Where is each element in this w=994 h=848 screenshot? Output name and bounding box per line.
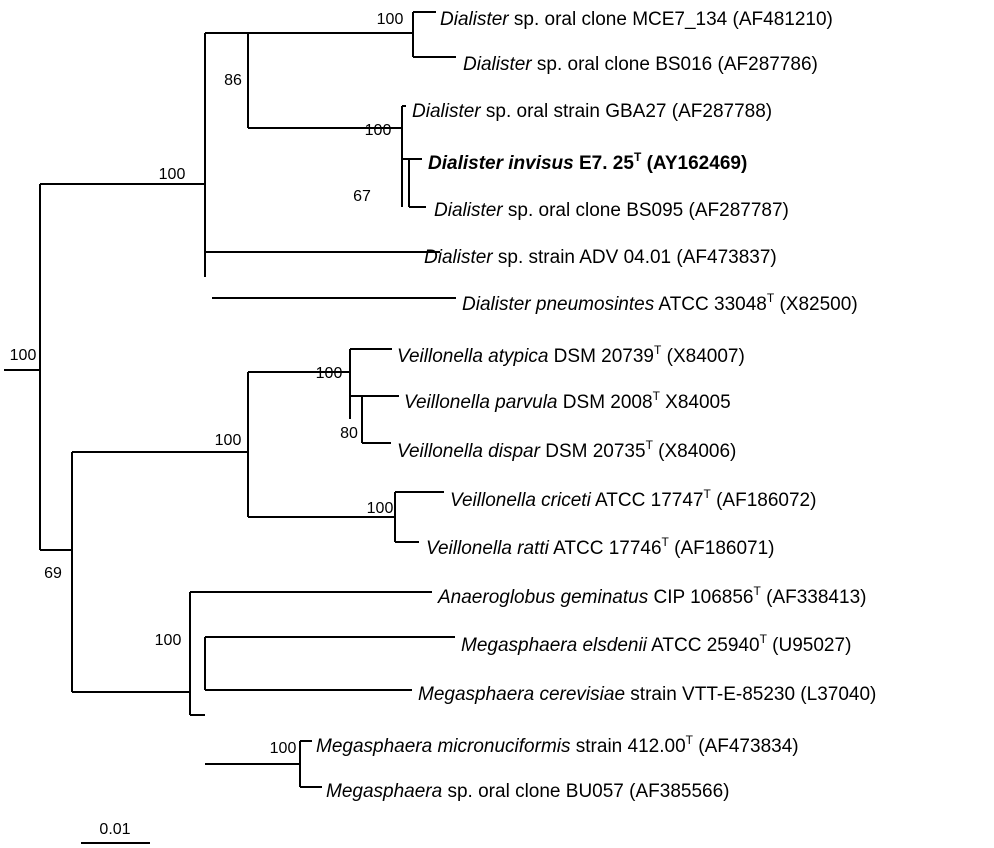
taxon-label-t4: Dialister invisus E7. 25T (AY162469) [428, 150, 747, 174]
type-strain-superscript: T [634, 150, 642, 164]
taxon-accession: (X82500) [774, 294, 857, 315]
scale-bar: 0.01 [81, 821, 150, 844]
taxon-label-t10: Veillonella dispar DSM 20735T (X84006) [397, 438, 736, 462]
taxon-accession: (AY162469) [641, 153, 747, 174]
taxon-accession: X84005 [660, 392, 731, 413]
taxon-strain: ATCC 17747 [591, 490, 704, 511]
taxon-genus: Dialister [412, 101, 481, 122]
taxon-accession: (AF186071) [669, 538, 775, 559]
taxon-genus: Megasphaera cerevisiae [418, 684, 625, 705]
taxon-strain: ATCC 25940 [647, 635, 760, 656]
bootstrap-value: 67 [353, 188, 371, 205]
taxon-genus: Megasphaera [326, 781, 442, 802]
taxon-genus: Dialister [434, 200, 503, 221]
bootstrap-value: 100 [215, 432, 242, 449]
taxon-genus: Dialister [440, 9, 509, 30]
taxon-strain: sp. oral clone MCE7_134 (AF481210) [509, 9, 833, 30]
type-strain-superscript: T [703, 487, 711, 501]
taxon-genus: Anaeroglobus geminatus [437, 587, 649, 608]
taxon-label-t15: Megasphaera cerevisiae strain VTT-E-8523… [418, 684, 876, 705]
taxon-genus: Veillonella ratti [426, 538, 550, 559]
taxon-genus: Megasphaera elsdenii [461, 635, 648, 656]
bootstrap-value: 100 [367, 500, 394, 517]
bootstrap-value: 100 [155, 632, 182, 649]
type-strain-superscript: T [646, 438, 654, 452]
taxon-strain: sp. oral clone BS095 (AF287787) [503, 200, 789, 221]
taxon-strain: ATCC 17746 [549, 538, 662, 559]
taxon-label-t5: Dialister sp. oral clone BS095 (AF287787… [434, 200, 789, 221]
taxon-label-t12: Veillonella ratti ATCC 17746T (AF186071) [426, 535, 775, 559]
taxon-accession: (AF338413) [761, 587, 867, 608]
taxon-genus: Dialister [463, 54, 532, 75]
type-strain-superscript: T [760, 632, 768, 646]
taxon-strain: E7. 25 [574, 153, 635, 174]
tree-branches [4, 11, 456, 788]
taxon-label-t8: Veillonella atypica DSM 20739T (X84007) [397, 343, 745, 367]
bootstrap-value: 100 [159, 166, 186, 183]
taxon-genus: Veillonella parvula [404, 392, 558, 413]
taxon-strain: DSM 2008 [558, 392, 653, 413]
taxon-strain: ATCC 33048 [654, 294, 767, 315]
bootstrap-values: 100 86 100 67 100 100 100 100 80 100 69 100 100 [10, 11, 404, 757]
bootstrap-value: 69 [44, 565, 62, 582]
taxon-label-t11: Veillonella criceti ATCC 17747T (AF18607… [450, 487, 816, 511]
taxon-strain: strain 412.00 [571, 736, 686, 757]
taxon-genus: Veillonella atypica [397, 346, 548, 367]
taxon-strain: CIP 106856 [648, 587, 753, 608]
taxon-strain: sp. oral strain GBA27 (AF287788) [481, 101, 772, 122]
taxon-label-t13: Anaeroglobus geminatus CIP 106856T (AF33… [437, 584, 866, 608]
taxon-label-t17: Megasphaera sp. oral clone BU057 (AF3855… [326, 781, 729, 802]
bootstrap-value: 100 [270, 740, 297, 757]
bootstrap-value: 100 [365, 122, 392, 139]
taxon-genus: Dialister pneumosintes [462, 294, 655, 315]
taxon-accession: (U95027) [767, 635, 852, 656]
type-strain-superscript: T [653, 389, 661, 403]
type-strain-superscript: T [686, 733, 694, 747]
bootstrap-value: 80 [340, 425, 358, 442]
bootstrap-value: 100 [377, 11, 404, 28]
taxon-strain: sp. oral clone BU057 (AF385566) [442, 781, 729, 802]
taxon-labels: Dialister sp. oral clone MCE7_134 (AF481… [316, 9, 876, 802]
bootstrap-value: 100 [10, 347, 37, 364]
taxon-accession: (X84007) [661, 346, 744, 367]
taxon-label-t1: Dialister sp. oral clone MCE7_134 (AF481… [440, 9, 833, 30]
taxon-label-t9: Veillonella parvula DSM 2008T X84005 [404, 389, 731, 413]
taxon-genus: Veillonella criceti [450, 490, 592, 511]
type-strain-superscript: T [654, 343, 662, 357]
bootstrap-value: 100 [316, 365, 343, 382]
taxon-accession: (AF186072) [711, 490, 817, 511]
scale-bar-label: 0.01 [99, 821, 130, 838]
taxon-label-t14: Megasphaera elsdenii ATCC 25940T (U95027… [461, 632, 851, 656]
type-strain-superscript: T [662, 535, 670, 549]
bootstrap-value: 86 [224, 72, 242, 89]
type-strain-superscript: T [754, 584, 762, 598]
taxon-accession: (X84006) [653, 441, 736, 462]
taxon-strain: DSM 20735 [540, 441, 646, 462]
taxon-genus: Veillonella dispar [397, 441, 541, 462]
taxon-label-t6: Dialister sp. strain ADV 04.01 (AF473837… [424, 247, 777, 268]
taxon-strain: DSM 20739 [548, 346, 654, 367]
taxon-label-t16: Megasphaera micronuciformis strain 412.0… [316, 733, 799, 757]
taxon-label-t2: Dialister sp. oral clone BS016 (AF287786… [463, 54, 818, 75]
taxon-strain: sp. strain ADV 04.01 (AF473837) [493, 247, 777, 268]
taxon-label-t7: Dialister pneumosintes ATCC 33048T (X825… [462, 291, 858, 315]
taxon-strain: sp. oral clone BS016 (AF287786) [532, 54, 818, 75]
taxon-accession: (AF473834) [693, 736, 799, 757]
type-strain-superscript: T [767, 291, 775, 305]
taxon-genus: Megasphaera micronuciformis [316, 736, 571, 757]
taxon-genus: Dialister [424, 247, 493, 268]
taxon-genus: Dialister invisus [428, 153, 574, 174]
taxon-strain: strain VTT-E-85230 (L37040) [625, 684, 876, 705]
taxon-label-t3: Dialister sp. oral strain GBA27 (AF28778… [412, 101, 772, 122]
